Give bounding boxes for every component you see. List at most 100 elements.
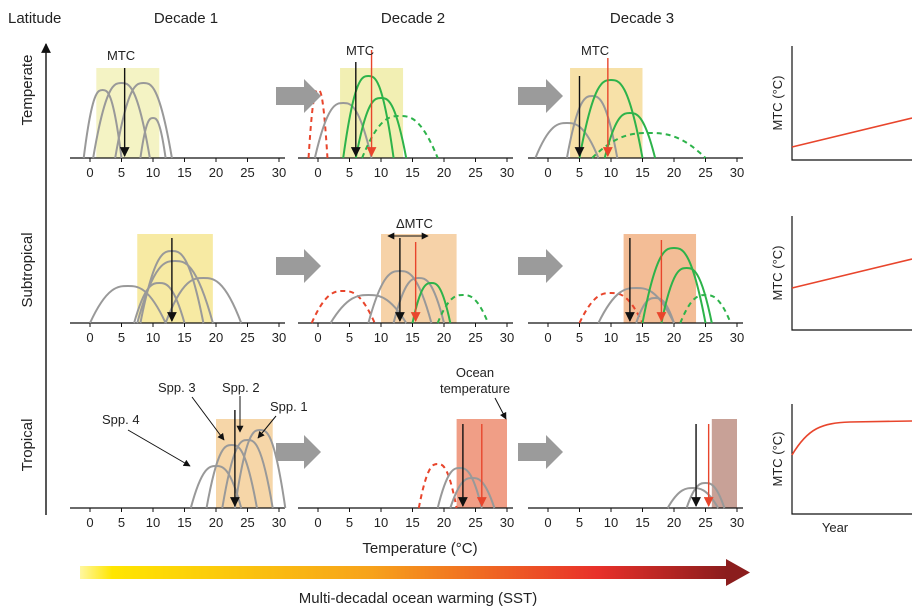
curve [164,276,243,324]
warm-curve [641,246,707,324]
curve [635,296,675,324]
transition-arrow [276,249,321,283]
mtc-label-t3: MTC [581,43,609,58]
mini-chart-ylabel: MTC (°C) [770,245,785,300]
warm-curve [361,114,439,159]
tick-label: 30 [730,165,744,180]
latitude-label: Latitude [8,10,61,27]
tick-label: 15 [177,165,191,180]
curve [685,481,726,509]
curve [449,476,496,509]
range-box-5 [623,234,697,323]
panels-layer: 0 5 10 15 20 25 30 0 5 10 15 20 25 30 0 5 10 15 20 25 30 0 5 10… [70,46,912,535]
tick-label: 25 [240,165,254,180]
lost-curve [310,289,376,324]
transition-arrow [518,79,563,113]
curve [392,276,445,324]
warming-gradient-arrow [80,559,750,586]
mini-chart-ylabel: MTC (°C) [770,75,785,130]
curve [89,284,167,324]
decade-2-header: Decade 2 [381,10,445,27]
curve [139,116,167,159]
tick-label: 20 [209,515,223,530]
range-box-8 [711,419,737,508]
mini-chart-axes-0 [791,46,912,161]
tick-label: 20 [667,330,681,345]
lost-curve [578,291,644,324]
mtc-trend-temperate [791,117,912,148]
tick-label: 5 [346,165,353,180]
tick-label: 15 [405,515,419,530]
tick-label: 20 [209,165,223,180]
range-box-0 [96,68,160,158]
tick-label: 20 [437,165,451,180]
lost-curve [417,462,458,509]
species-2-label: Spp. 2 [222,380,260,395]
tick-label: 5 [118,330,125,345]
curve [133,281,186,324]
tick-label: 0 [314,165,321,180]
mini-chart-ylabel: MTC (°C) [770,431,785,486]
tick-label: 30 [730,515,744,530]
tick-label: 15 [177,330,191,345]
tick-label: 20 [667,165,681,180]
tick-label: 10 [146,330,160,345]
tick-label: 0 [314,330,321,345]
warm-curve [603,111,657,159]
delta-mtc-label: ΔMTC [396,216,433,231]
tick-label: 25 [240,330,254,345]
species-1-pointer [257,415,277,439]
tick-label: 20 [209,330,223,345]
curve [221,438,274,509]
curve [82,88,123,159]
transition-arrow [518,249,563,283]
species-4-pointer [127,429,191,467]
tick-label: 5 [118,165,125,180]
tick-label: 30 [500,515,514,530]
tick-label: 5 [576,165,583,180]
tick-label: 0 [314,515,321,530]
tick-label: 10 [146,165,160,180]
tick-label: 10 [604,165,618,180]
tick-label: 0 [86,165,93,180]
tick-label: 15 [177,515,191,530]
species-1-label: Spp. 1 [270,399,308,414]
warm-curve [578,78,644,159]
tick-label: 0 [86,330,93,345]
tick-label: 30 [730,330,744,345]
tick-label: 30 [272,330,286,345]
warm-curve [354,96,408,159]
warm-curve [411,281,452,324]
row-label-subtropical: Subtropical [19,232,36,307]
transition-arrow [276,79,321,113]
curve [329,293,408,324]
tick-label: 15 [405,330,419,345]
tick-label: 5 [346,330,353,345]
transition-arrow [518,435,563,469]
tick-label: 20 [437,330,451,345]
mtc-label-t2: MTC [346,43,374,58]
ocean-temperature-pointer [494,397,507,420]
tick-label: 25 [698,165,712,180]
tick-label: 15 [635,165,649,180]
warm-curve [679,293,732,324]
tick-label: 15 [635,515,649,530]
decade-3-header: Decade 3 [610,10,674,27]
tick-label: 10 [374,515,388,530]
tick-label: 5 [118,515,125,530]
tick-label: 10 [604,515,618,530]
tick-label: 10 [374,330,388,345]
warm-curve [591,131,707,159]
curve [313,101,373,159]
tick-label: 25 [468,165,482,180]
transition-arrow [276,435,321,469]
species-3-pointer [191,396,225,441]
curve [597,286,675,324]
mtc-label-t1: MTC [107,48,135,63]
row-label-temperate: Temperate [19,55,36,126]
species-4-label: Spp. 4 [102,412,140,427]
tick-label: 25 [240,515,254,530]
tick-label: 30 [500,330,514,345]
row-label-tropical: Tropical [19,419,36,472]
